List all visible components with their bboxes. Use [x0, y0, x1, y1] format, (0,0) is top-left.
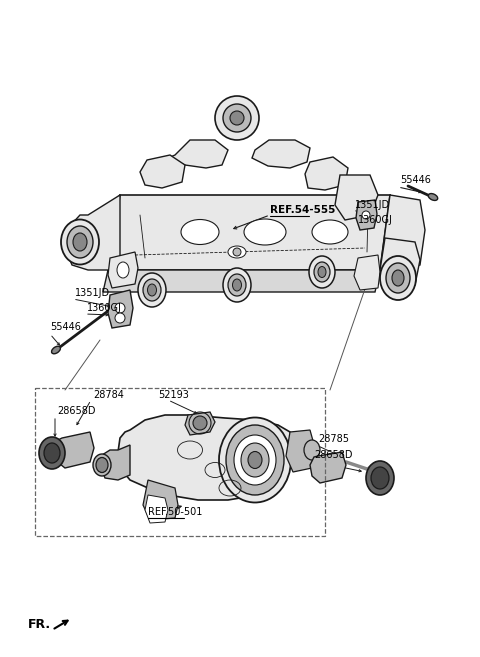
Polygon shape	[103, 270, 380, 292]
Polygon shape	[100, 445, 130, 480]
Polygon shape	[356, 200, 377, 230]
Ellipse shape	[366, 461, 394, 495]
Polygon shape	[380, 195, 425, 270]
Text: 55446: 55446	[400, 175, 431, 185]
Ellipse shape	[304, 440, 320, 460]
Ellipse shape	[248, 451, 262, 468]
Text: 28785: 28785	[318, 434, 349, 444]
Text: 55446: 55446	[50, 322, 81, 332]
Ellipse shape	[67, 226, 93, 258]
Ellipse shape	[371, 467, 389, 489]
Ellipse shape	[428, 194, 438, 200]
Ellipse shape	[96, 457, 108, 472]
Ellipse shape	[117, 262, 129, 278]
Text: 1360GJ: 1360GJ	[87, 303, 122, 313]
Ellipse shape	[380, 256, 416, 300]
Ellipse shape	[318, 267, 326, 277]
Circle shape	[233, 248, 241, 256]
Ellipse shape	[244, 219, 286, 245]
Ellipse shape	[51, 346, 60, 353]
Polygon shape	[118, 415, 295, 500]
Circle shape	[230, 111, 244, 125]
Text: REF.50-501: REF.50-501	[148, 507, 203, 517]
Polygon shape	[218, 101, 256, 135]
Text: 28658D: 28658D	[57, 406, 96, 416]
Circle shape	[223, 104, 251, 132]
Text: REF.54-555: REF.54-555	[270, 205, 336, 215]
Polygon shape	[143, 480, 178, 520]
Circle shape	[115, 303, 125, 313]
Ellipse shape	[234, 435, 276, 485]
Circle shape	[115, 313, 125, 323]
Ellipse shape	[147, 284, 156, 296]
Ellipse shape	[228, 246, 246, 258]
Polygon shape	[310, 452, 346, 483]
Circle shape	[215, 96, 259, 140]
Ellipse shape	[138, 273, 166, 307]
Ellipse shape	[226, 425, 284, 495]
Polygon shape	[168, 140, 228, 168]
Ellipse shape	[181, 219, 219, 244]
Ellipse shape	[386, 263, 410, 293]
Ellipse shape	[223, 268, 251, 302]
Polygon shape	[286, 430, 315, 472]
Polygon shape	[305, 157, 348, 190]
Ellipse shape	[232, 279, 241, 291]
Ellipse shape	[241, 443, 269, 477]
Polygon shape	[140, 155, 185, 188]
Ellipse shape	[39, 437, 65, 469]
Ellipse shape	[228, 274, 246, 296]
Ellipse shape	[392, 270, 404, 286]
Ellipse shape	[219, 417, 291, 503]
Polygon shape	[185, 412, 215, 435]
Ellipse shape	[44, 443, 60, 463]
Text: 28784: 28784	[93, 390, 124, 400]
Polygon shape	[354, 255, 380, 290]
Circle shape	[362, 211, 370, 219]
Text: 52193: 52193	[158, 390, 189, 400]
Text: 28658D: 28658D	[314, 450, 352, 460]
Polygon shape	[108, 290, 133, 328]
Ellipse shape	[61, 219, 99, 265]
Polygon shape	[108, 252, 138, 288]
Polygon shape	[145, 495, 168, 523]
Polygon shape	[335, 175, 378, 220]
Ellipse shape	[314, 262, 330, 282]
Ellipse shape	[73, 233, 87, 251]
Text: FR.: FR.	[28, 618, 51, 631]
Polygon shape	[252, 140, 310, 168]
Polygon shape	[65, 195, 120, 270]
Text: 1351JD: 1351JD	[355, 200, 390, 210]
Polygon shape	[380, 238, 420, 288]
Text: 1351JD: 1351JD	[75, 288, 110, 298]
Polygon shape	[108, 195, 390, 270]
Polygon shape	[52, 432, 94, 468]
Ellipse shape	[143, 279, 161, 301]
Ellipse shape	[309, 256, 335, 288]
Bar	[35, 388, 325, 536]
Ellipse shape	[312, 220, 348, 244]
Circle shape	[193, 416, 207, 430]
Ellipse shape	[93, 454, 111, 476]
Text: 1360GJ: 1360GJ	[358, 215, 393, 225]
